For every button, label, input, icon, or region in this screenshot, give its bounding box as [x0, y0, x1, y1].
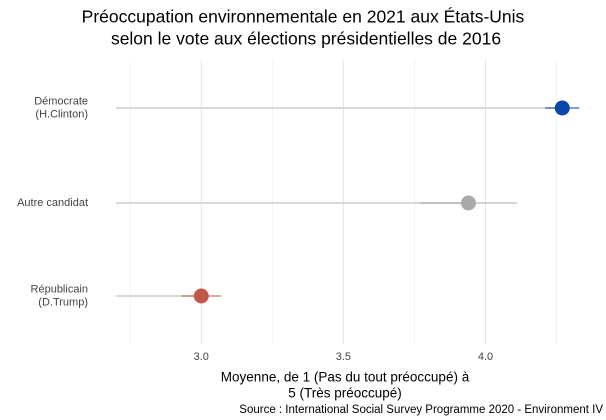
y-tick-label: Autre candidat	[17, 197, 88, 209]
caption: Source : International Social Survey Pro…	[239, 404, 603, 416]
dot	[193, 288, 209, 304]
x-tick-label: 3.5	[336, 351, 351, 363]
y-tick-label: (D.Trump)	[38, 296, 88, 308]
y-tick-label: (H.Clinton)	[35, 108, 88, 120]
dot	[554, 100, 570, 116]
y-tick-label: Républicain	[31, 283, 88, 295]
x-tick-label: 3.0	[194, 351, 209, 363]
y-tick-label: Démocrate	[34, 95, 88, 107]
x-axis-label: 5 (Très préoccupé)	[288, 386, 402, 401]
x-axis-label: Moyenne, de 1 (Pas du tout préoccupé) à	[221, 370, 470, 385]
x-tick-label: 4.0	[478, 351, 493, 363]
dot	[460, 195, 476, 211]
chart-title: Préoccupation environnementale en 2021 a…	[82, 7, 525, 27]
chart-title: selon le vote aux élections présidentiel…	[111, 29, 501, 49]
